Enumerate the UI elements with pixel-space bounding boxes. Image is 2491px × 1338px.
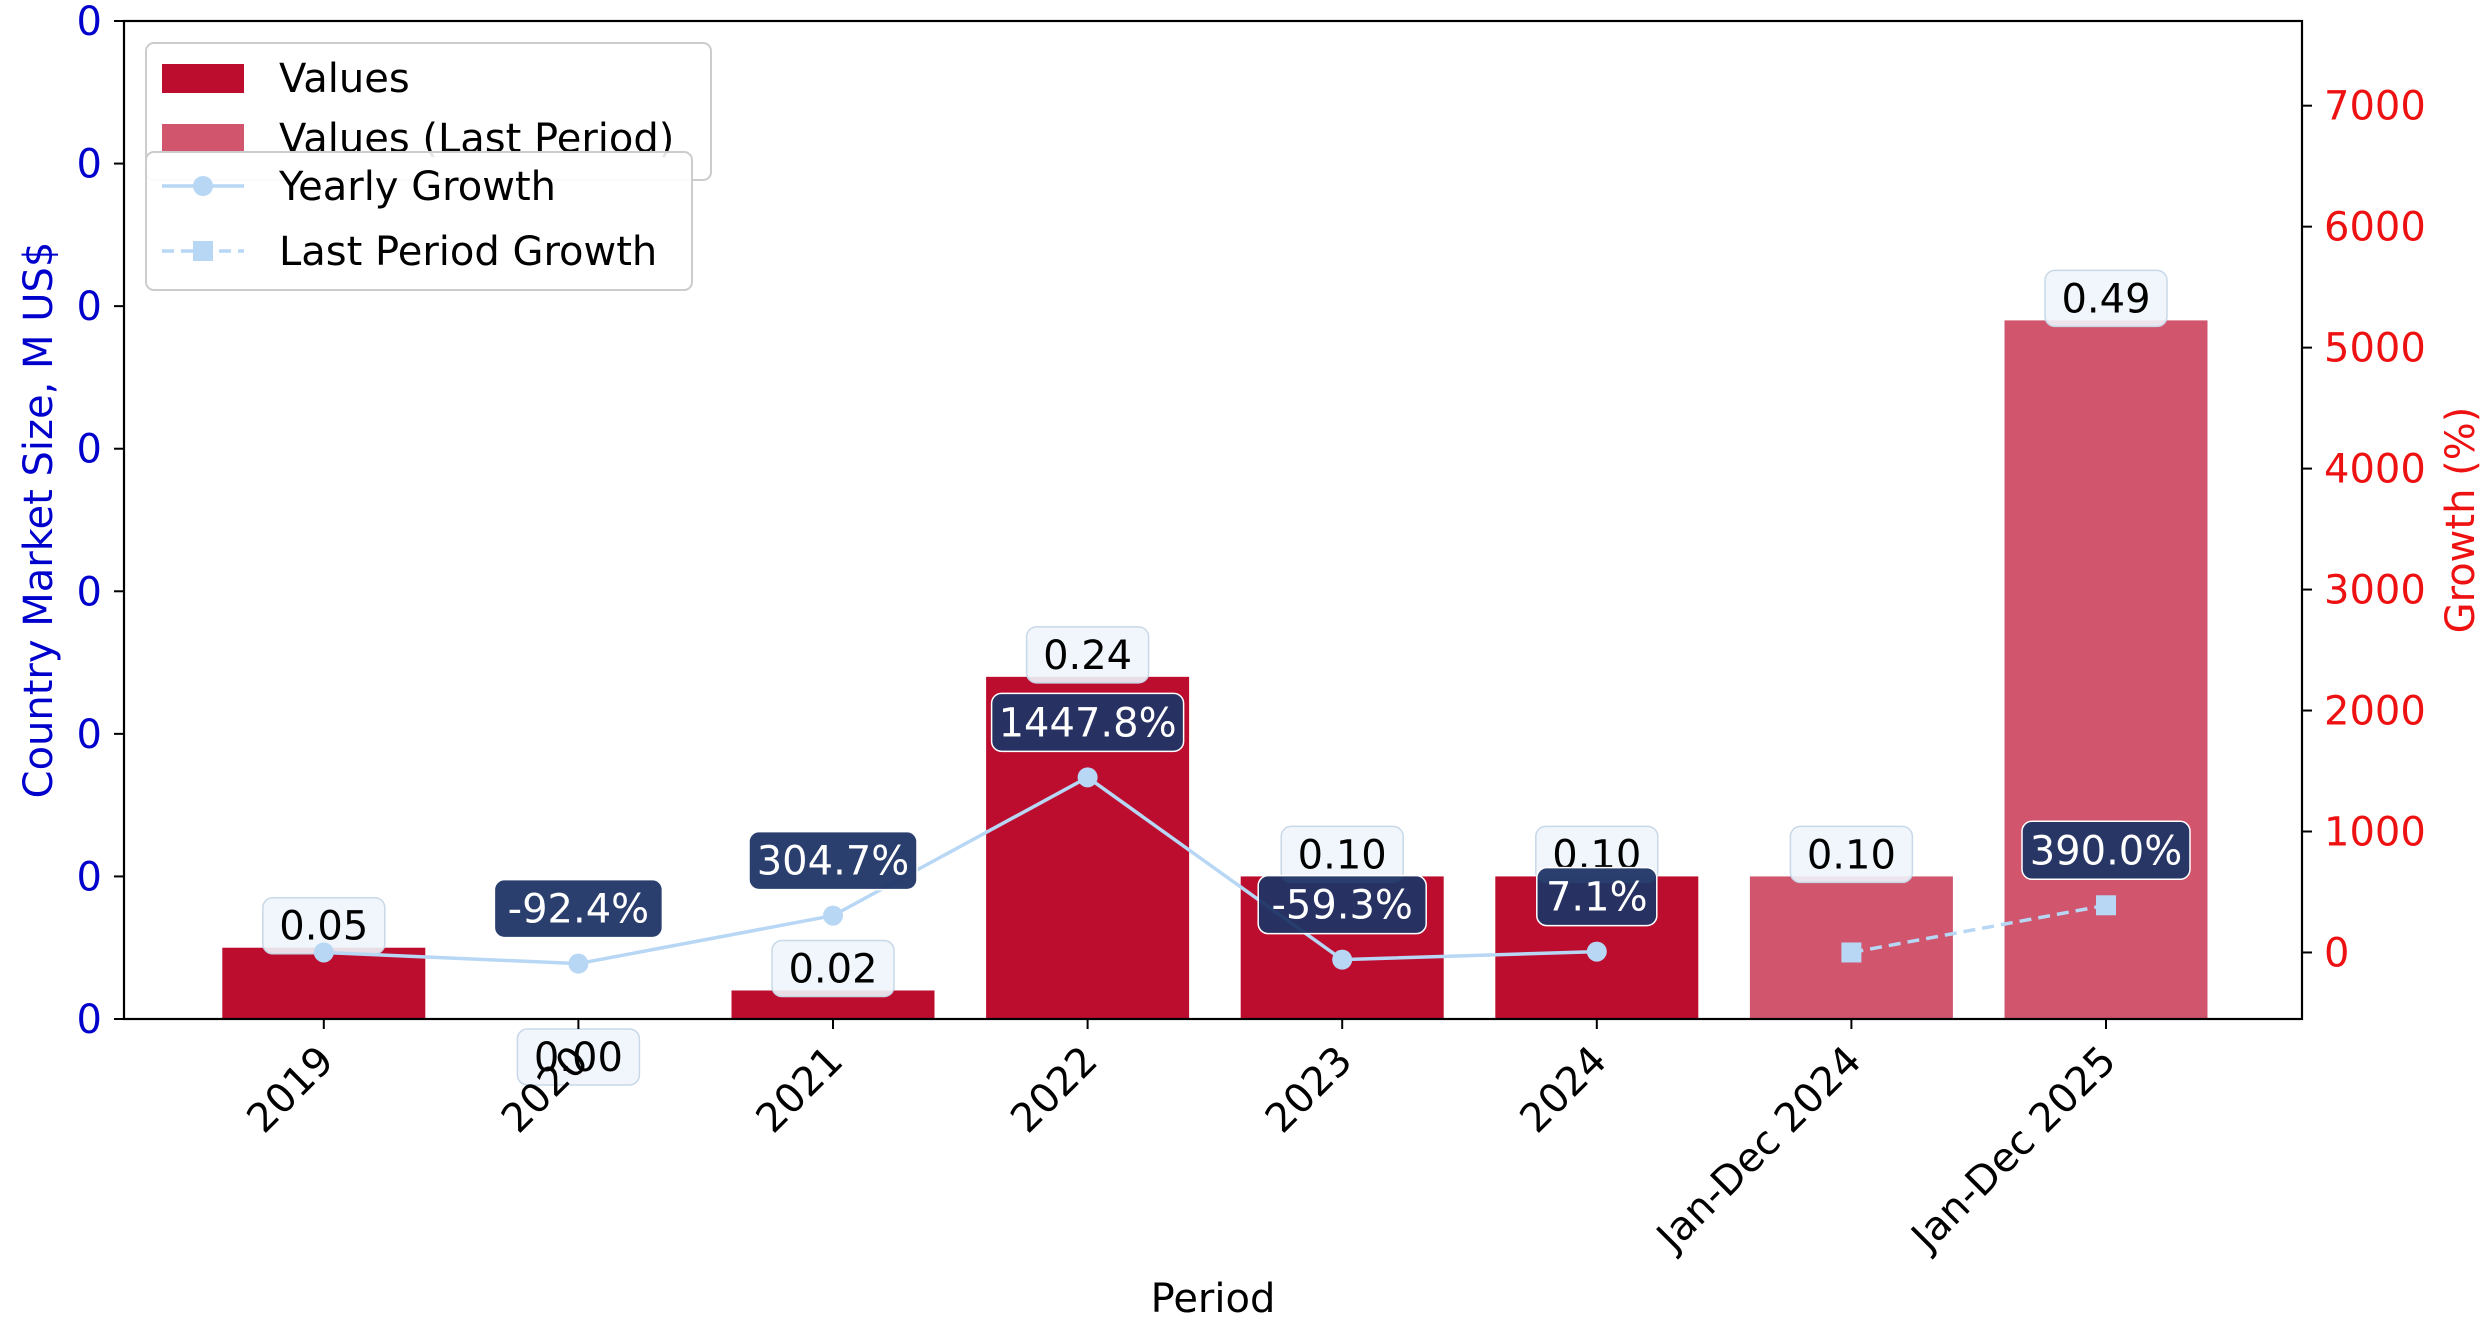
yearly-growth-point	[823, 905, 843, 926]
value-label: 0.02	[788, 946, 877, 992]
right-y-axis-label: Growth (%)	[2438, 407, 2484, 634]
left-y-tick-label: 0	[77, 142, 102, 188]
growth-label-box	[1536, 866, 1658, 927]
right-y-axis-ticks: 0 1000 2000 3000 4000 5000 6000 7000	[2302, 84, 2426, 976]
growth-label-box	[493, 878, 664, 939]
x-tick-label: 2023	[1257, 1038, 1362, 1143]
growth-label: -59.3%	[1271, 883, 1413, 929]
last-period-growth-point	[1841, 942, 1862, 963]
growth-label: -92.4%	[508, 887, 650, 933]
legend-marker-last-period-growth	[193, 241, 213, 261]
legend-swatch-last-period	[162, 124, 244, 153]
growth-label-box	[748, 830, 918, 891]
legend-label-last-period-growth: Last Period Growth	[279, 229, 657, 275]
yearly-growth-point	[1332, 949, 1353, 970]
last-period-growth-line	[1851, 903, 2107, 955]
legend-label-yearly-growth: Yearly Growth	[278, 164, 556, 210]
growth-label: 7.1%	[1546, 875, 1648, 921]
right-y-tick-label: 2000	[2324, 689, 2426, 735]
yearly-growth-point	[568, 953, 589, 974]
value-label-box	[1789, 825, 1914, 884]
growth-labels-layer: -92.4% 304.7% 1447.8% -59.3% 7.1% 390.0%	[493, 692, 2191, 939]
x-tick-label: Jan-Dec 2024	[1646, 1038, 1870, 1262]
left-y-tick-label: 0	[77, 427, 102, 473]
growth-label-box	[990, 692, 1185, 753]
growth-label: 390.0%	[2030, 828, 2183, 874]
growth-label-box	[2021, 820, 2191, 881]
yearly-growth-line	[323, 775, 1597, 966]
growth-lines-layer	[313, 767, 2116, 974]
legend-label-values: Values	[279, 56, 410, 102]
left-y-tick-label: 0	[77, 0, 102, 45]
growth-label: 304.7%	[757, 839, 910, 885]
right-y-tick-label: 7000	[2324, 84, 2426, 130]
left-y-tick-label: 0	[77, 854, 102, 900]
right-y-tick-label: 3000	[2324, 568, 2426, 614]
right-y-tick-label: 6000	[2324, 205, 2426, 251]
growth-label-box	[1257, 874, 1427, 935]
value-label: 0.05	[279, 904, 368, 950]
x-axis-label: Period	[1151, 1276, 1276, 1322]
legend-swatch-values	[162, 64, 244, 93]
yearly-growth-point	[313, 942, 334, 963]
value-label-box	[1025, 626, 1150, 684]
right-y-tick-label: 5000	[2324, 326, 2426, 372]
right-y-tick-label: 1000	[2324, 809, 2426, 855]
value-label-box	[2044, 269, 2168, 328]
value-label: 0.24	[1043, 633, 1132, 679]
left-y-axis-label: Country Market Size, M US$	[16, 242, 62, 799]
value-label: 0.10	[1298, 832, 1387, 878]
yearly-growth-point	[1586, 941, 1607, 962]
right-y-tick-label: 0	[2324, 930, 2349, 976]
legend-box-growth	[145, 151, 693, 291]
plot-frame	[122, 19, 2304, 1021]
value-label: 0.00	[534, 1035, 623, 1081]
x-tick-label: 2022	[1002, 1038, 1107, 1143]
legend-growth: Yearly Growth Last Period Growth	[145, 151, 693, 291]
legend-marker-yearly-growth	[193, 176, 213, 196]
last-period-growth-point	[2096, 895, 2116, 916]
value-label: 0.10	[1807, 832, 1896, 878]
value-labels-layer: 0.050.000.020.240.10 0.10 0.100.49	[262, 269, 2168, 1086]
left-y-tick-label: 0	[77, 284, 102, 330]
left-y-tick-label: 0	[77, 569, 102, 615]
left-y-axis-ticks: 0 0 0 0 0 0 0 0	[77, 0, 124, 1043]
value-label: 0.49	[2061, 276, 2150, 322]
x-tick-label: 2021	[748, 1038, 853, 1143]
value-label-box	[771, 939, 895, 998]
x-tick-label: Jan-Dec 2025	[1901, 1038, 2125, 1262]
right-y-tick-label: 4000	[2324, 447, 2426, 493]
x-tick-label: 2024	[1511, 1038, 1616, 1143]
x-tick-label: 2019	[238, 1038, 343, 1143]
growth-label: 1447.8%	[999, 700, 1177, 746]
left-y-tick-label: 0	[77, 997, 102, 1043]
yearly-growth-point	[1077, 767, 1098, 788]
left-y-tick-label: 0	[77, 712, 102, 758]
